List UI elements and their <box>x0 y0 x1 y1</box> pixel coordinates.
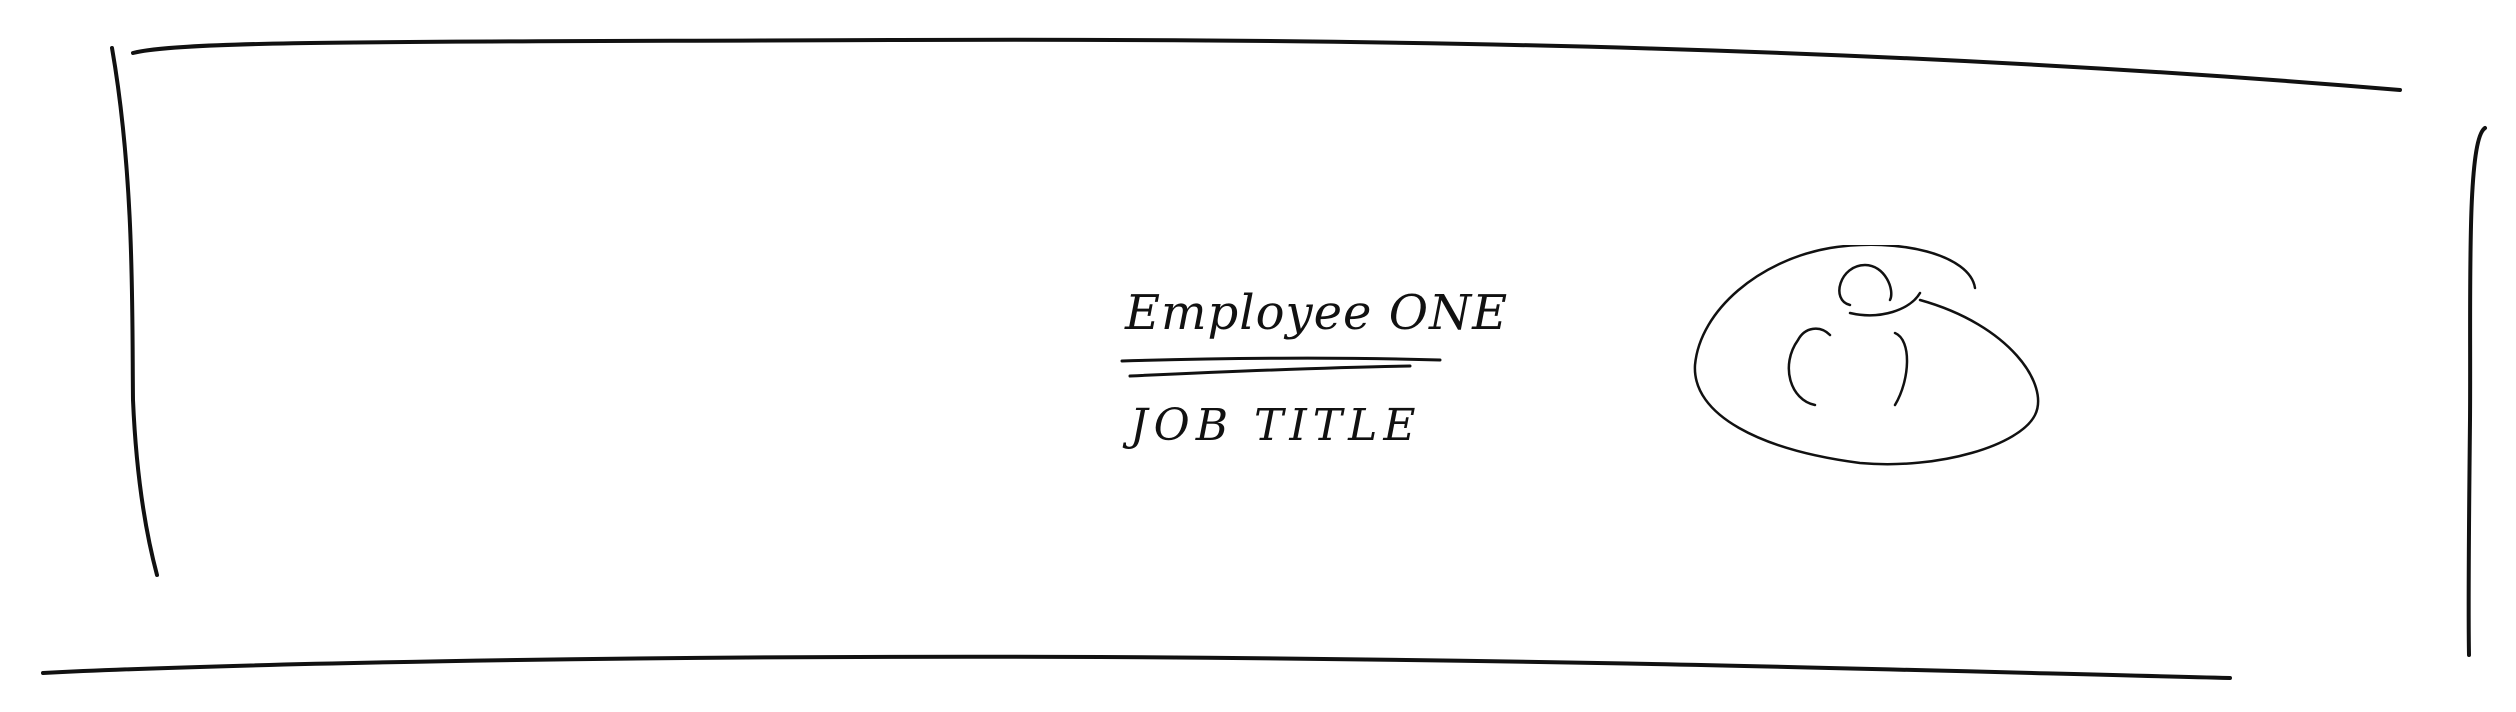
frame-left-line <box>110 46 159 577</box>
employee-name: Employee ONE <box>1125 285 1509 341</box>
name-underline <box>1120 356 1442 378</box>
frame-bottom-line <box>41 654 2232 680</box>
name-block: Employee ONE JOB TITLE <box>1120 269 1507 469</box>
frame-top-line <box>131 37 2402 92</box>
avatar[interactable] <box>1680 245 2070 485</box>
job-title: JOB TITLE <box>1130 400 1422 451</box>
employee-card: Employee ONE JOB TITLE <box>1080 245 2100 495</box>
user-silhouette-icon <box>1693 245 2040 466</box>
frame-right-line <box>2466 126 2487 657</box>
